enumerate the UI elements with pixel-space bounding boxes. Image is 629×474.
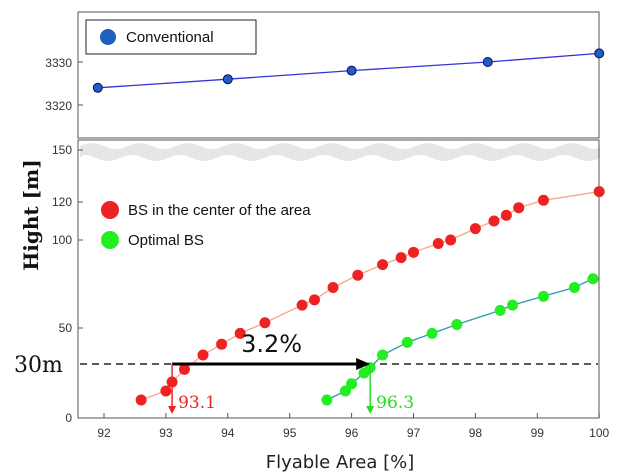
lower-ticks: 0 50 100 120 150 [52, 143, 83, 425]
data-point [296, 299, 308, 311]
x-tick-label: 96 [345, 426, 359, 440]
y-tick-label: 0 [65, 411, 72, 425]
data-point [377, 259, 389, 271]
data-point [593, 186, 605, 198]
data-point [445, 234, 457, 246]
data-point [537, 194, 549, 206]
data-point [451, 318, 463, 330]
data-point [594, 48, 605, 59]
legend-marker-bs-center [101, 201, 119, 219]
legend-label-conventional: Conventional [126, 29, 214, 46]
green-marker-label: 96.3 [376, 393, 414, 413]
data-point [395, 252, 407, 264]
gap-arrow [172, 358, 371, 370]
x-tick-label: 94 [221, 426, 235, 440]
data-point [259, 317, 271, 329]
legend-lower-box [87, 189, 359, 259]
data-point [352, 269, 364, 281]
x-tick-label: 93 [159, 426, 173, 440]
data-point [432, 238, 444, 250]
data-point [327, 282, 339, 294]
upper-ticks: 3320 3330 [45, 56, 83, 113]
data-point [178, 363, 190, 375]
x-tick-label: 95 [283, 426, 297, 440]
data-point [222, 74, 233, 85]
lower-series [135, 186, 605, 406]
data-point [234, 327, 246, 339]
data-point [135, 394, 147, 406]
data-point [92, 82, 103, 93]
threshold-label: 30m [14, 353, 63, 378]
data-point [339, 385, 351, 397]
data-point [216, 338, 228, 350]
y-tick-label: 50 [59, 321, 73, 335]
series-line [326, 278, 594, 401]
y-tick-label: 3320 [45, 99, 72, 113]
data-point [308, 294, 320, 306]
data-point [507, 299, 519, 311]
legend-marker-optimal-bs [101, 231, 119, 249]
y-tick-label: 100 [52, 233, 72, 247]
data-point [321, 394, 333, 406]
data-point [469, 223, 481, 235]
data-point [346, 378, 358, 390]
lower-plot-frame [77, 139, 600, 419]
y-axis-title: Hight [m] [19, 159, 43, 270]
legend-lower: BS in the center of the area Optimal BS [87, 189, 359, 259]
legend-upper: Conventional [85, 19, 257, 55]
gap-label: 3.2% [241, 330, 302, 358]
upper-plot-frame [77, 11, 600, 139]
y-tick-label: 120 [52, 195, 72, 209]
data-point [537, 290, 549, 302]
x-tick-label: 97 [407, 426, 421, 440]
data-point [494, 304, 506, 316]
data-point [377, 349, 389, 361]
legend-label-bs-center: BS in the center of the area [128, 202, 311, 219]
legend-marker-conventional [100, 29, 116, 45]
data-point [568, 282, 580, 294]
data-point [513, 202, 525, 214]
data-point [587, 273, 599, 285]
x-tick-label: 92 [97, 426, 111, 440]
upper-series [92, 48, 605, 93]
data-point [426, 327, 438, 339]
x-ticks: 92 93 94 95 96 97 98 99 100 [97, 413, 610, 440]
y-tick-label: 150 [52, 143, 72, 157]
legend-label-optimal-bs: Optimal BS [128, 232, 204, 249]
axis-break [80, 143, 600, 161]
data-point [160, 385, 172, 397]
red-marker-label: 93.1 [178, 393, 216, 413]
data-point [197, 349, 209, 361]
data-point [482, 57, 493, 67]
red-drop-arrow [168, 364, 177, 414]
data-point [401, 336, 413, 348]
x-tick-label: 98 [469, 426, 483, 440]
x-tick-label: 99 [531, 426, 545, 440]
data-point [500, 209, 512, 221]
data-point [488, 215, 500, 227]
data-point [346, 65, 357, 76]
x-axis-title: Flyable Area [%] [266, 452, 415, 473]
data-point [408, 246, 419, 258]
x-tick-label: 100 [589, 426, 609, 440]
green-drop-arrow [366, 364, 375, 414]
y-tick-label: 3330 [45, 56, 72, 70]
